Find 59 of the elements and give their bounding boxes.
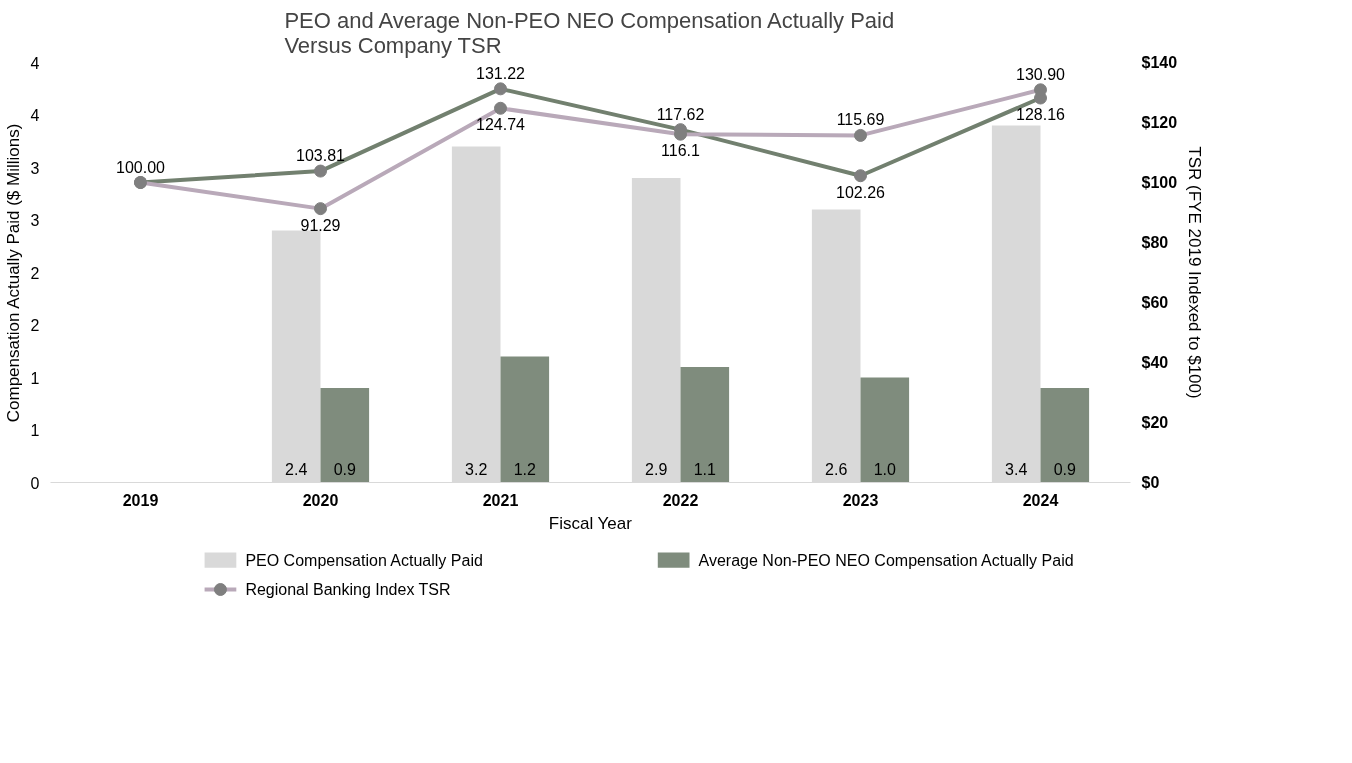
data-label: 1.1 (693, 460, 717, 478)
y2-tick-label: $80 (1141, 234, 1169, 251)
data-label: 91.29 (300, 216, 341, 234)
data-label: 2.9 (645, 460, 668, 478)
data-label: 124.74 (476, 116, 526, 134)
data-label: 2.6 (825, 460, 848, 478)
y-tick-label: 2 (30, 317, 40, 334)
data-label: 3.4 (1005, 460, 1028, 478)
y2-axis-title: TSR (FYE 2019 Indexed to $100) (1185, 146, 1205, 399)
y2-tick-label: $60 (1141, 294, 1169, 311)
bar (680, 367, 730, 483)
point (854, 169, 867, 183)
y2-tick-label: $100 (1141, 174, 1178, 191)
data-label: 103.81 (296, 147, 346, 165)
data-label: 2.4 (285, 460, 308, 478)
data-label: 0.9 (1053, 460, 1077, 478)
y-tick-label: 1 (30, 422, 40, 439)
point (314, 164, 327, 178)
bar (1040, 388, 1090, 483)
data-label: 115.69 (836, 111, 885, 129)
bar (500, 356, 550, 483)
data-label: 128.16 (1016, 106, 1066, 124)
legend-label: Regional Banking Index TSR (245, 581, 451, 598)
x-tick-label: 2022 (662, 491, 699, 509)
y2-tick-label: $0 (1141, 474, 1160, 491)
data-label: 100.00 (116, 158, 166, 176)
data-label: 131.22 (476, 64, 526, 82)
bar (320, 388, 370, 483)
data-label: 130.90 (1016, 65, 1066, 83)
chart-title: PEO and Average Non-PEO NEO Compensation Actually Paid Versus Company TSR (284, 7, 895, 58)
data-label: 117.62 (656, 105, 705, 123)
legend-label: Average Non-PEO NEO Compensation Actually Paid (698, 551, 1074, 569)
y-axis-title: Compensation Actually Paid ($ Millions) (3, 123, 23, 423)
data-label: 0.9 (333, 460, 357, 478)
x-tick-label: 2021 (482, 491, 519, 509)
y-tick-label: 3 (30, 212, 40, 229)
data-label: 116.1 (661, 142, 701, 160)
y-tick-label: 3 (30, 159, 40, 177)
x-tick-label: 2019 (122, 491, 159, 509)
y-tick-label: 2 (30, 264, 40, 282)
x-tick-label: 2024 (1022, 491, 1059, 509)
data-label: 1.2 (513, 460, 537, 478)
y2-tick-label: $20 (1141, 414, 1169, 431)
point (494, 82, 507, 96)
y2-tick-label: $120 (1141, 114, 1178, 131)
y-tick-label: 4 (30, 107, 40, 124)
bar (860, 377, 910, 483)
y-tick-label: 0 (30, 474, 40, 492)
x-tick-label: 2020 (302, 491, 339, 509)
x-axis-title: Fiscal Year (548, 513, 633, 533)
data-label: 3.2 (465, 460, 488, 478)
x-tick-label: 2023 (842, 491, 879, 509)
data-label: 102.26 (836, 183, 886, 201)
data-label: 1.0 (873, 460, 897, 478)
y-tick-label: 4 (30, 54, 40, 72)
y-tick-label: 1 (30, 369, 40, 387)
y2-tick-label: $40 (1141, 354, 1169, 371)
y2-tick-label: $140 (1141, 54, 1178, 71)
legend-label: PEO Compensation Actually Paid (245, 551, 483, 569)
